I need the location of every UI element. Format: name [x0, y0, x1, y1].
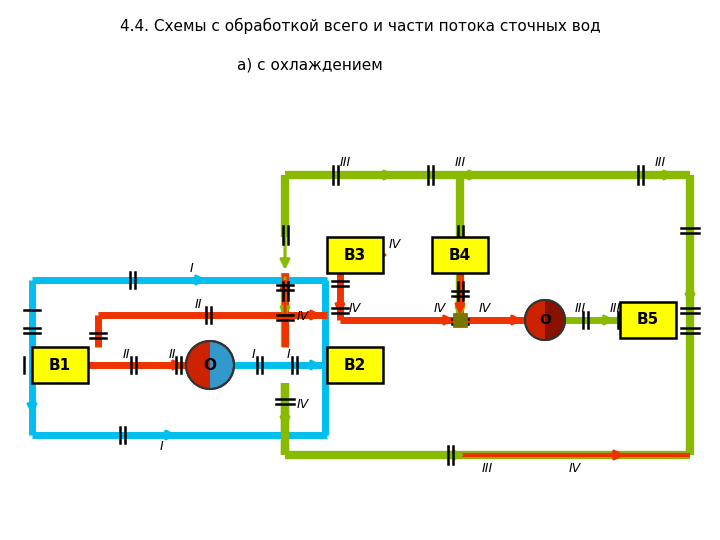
- Text: O: O: [539, 313, 551, 327]
- Text: IV: IV: [479, 302, 491, 315]
- Text: IV: IV: [349, 302, 361, 315]
- Text: III: III: [482, 462, 492, 475]
- Text: I: I: [252, 348, 256, 361]
- Text: II: II: [122, 348, 130, 361]
- Text: III: III: [454, 157, 466, 170]
- Text: а) с охлаждением: а) с охлаждением: [237, 58, 383, 73]
- Text: B4: B4: [449, 247, 471, 262]
- FancyBboxPatch shape: [32, 347, 88, 383]
- Text: B5: B5: [637, 313, 659, 327]
- Text: O: O: [204, 357, 217, 373]
- Text: I: I: [190, 262, 194, 275]
- Text: IV: IV: [569, 462, 581, 475]
- FancyBboxPatch shape: [327, 347, 383, 383]
- Text: B1: B1: [49, 357, 71, 373]
- Text: 4.4. Схемы с обработкой всего и части потока сточных вод: 4.4. Схемы с обработкой всего и части по…: [120, 18, 600, 34]
- Text: IV: IV: [297, 310, 309, 323]
- FancyBboxPatch shape: [327, 237, 383, 273]
- Text: III: III: [609, 302, 621, 315]
- Text: IV: IV: [434, 302, 446, 315]
- Text: I: I: [287, 348, 291, 361]
- Text: III: III: [339, 157, 351, 170]
- Wedge shape: [186, 341, 210, 389]
- Wedge shape: [525, 300, 545, 340]
- FancyBboxPatch shape: [620, 302, 676, 338]
- Text: IV: IV: [297, 399, 309, 411]
- FancyBboxPatch shape: [432, 237, 488, 273]
- Circle shape: [186, 341, 234, 389]
- Text: II: II: [168, 348, 176, 361]
- Text: B3: B3: [344, 247, 366, 262]
- Text: B2: B2: [344, 357, 366, 373]
- Text: II: II: [194, 298, 202, 310]
- Text: I: I: [160, 441, 164, 454]
- Circle shape: [525, 300, 565, 340]
- Text: III: III: [575, 302, 585, 315]
- Text: IV: IV: [389, 238, 401, 251]
- Text: III: III: [654, 157, 665, 170]
